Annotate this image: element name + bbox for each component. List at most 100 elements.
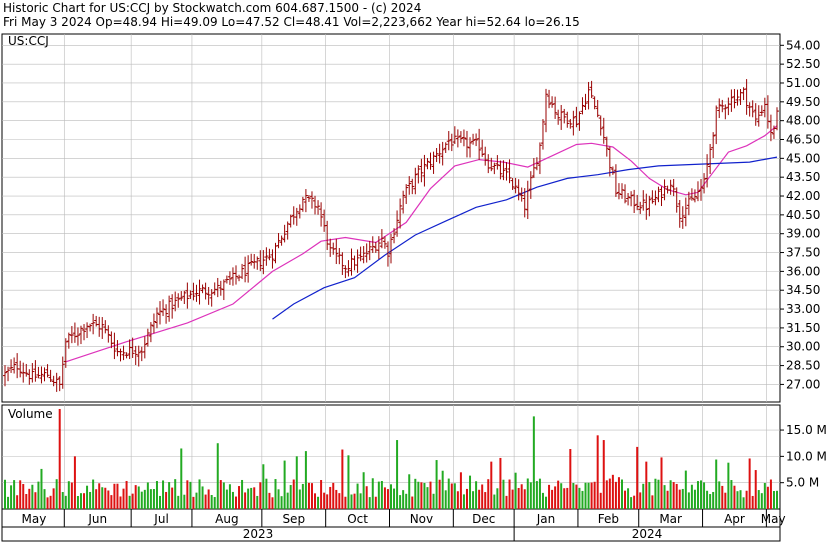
volume-bar [617,477,620,509]
volume-bar [420,482,423,509]
price-bar [626,193,631,206]
price-bar [522,188,527,218]
volume-bar [630,497,633,509]
volume-bar [280,496,283,509]
volume-bar [195,492,198,509]
price-bar [677,200,682,228]
volume-bar [134,485,137,509]
volume-bar [222,482,225,509]
volume-bar [757,490,760,509]
volume-label: Volume [8,407,53,421]
volume-bar [456,491,459,509]
price-bar [112,332,117,360]
month-label: Sep [282,512,305,526]
volume-bar [681,488,684,509]
price-bar [753,103,758,126]
volume-bar [511,489,514,509]
price-bar [370,236,375,253]
volume-tick-label: 10.0 M [786,449,827,463]
volume-bar [517,487,520,509]
price-bar [158,301,163,325]
price-bar [443,142,448,153]
price-bar [389,233,393,264]
volume-bar [380,480,383,509]
price-bar [404,184,409,205]
price-tick-label: 31.50 [786,321,820,335]
volume-bar [146,482,149,509]
volume-bar [538,478,541,509]
volume-bar [532,416,535,509]
volume-bar [335,489,338,509]
price-bar [574,106,579,128]
volume-bar [587,482,590,509]
price-bar [276,233,281,249]
volume-bar [365,486,368,509]
volume-bar [508,479,511,509]
volume-bar [219,480,222,509]
price-bar [422,154,427,187]
price-bar [632,189,637,214]
price-bar [419,158,424,183]
price-bar [130,337,135,359]
price-bar [644,193,649,220]
price-bar [613,164,618,197]
volume-bar [502,479,505,509]
volume-bar [49,495,52,509]
volume-bar [599,492,602,509]
volume-bar [165,491,168,509]
price-tick-label: 52.50 [786,57,820,71]
price-bar [267,248,272,261]
price-bar [455,129,460,148]
volume-bar [286,492,289,509]
price-bar [94,315,99,327]
price-bar [410,178,415,195]
price-bar [12,357,17,374]
price-bar [434,147,439,163]
price-bar [425,158,430,170]
volume-bar [283,460,286,509]
volume-bar [432,493,435,509]
price-bar [255,256,260,270]
price-bar [258,250,263,272]
volume-bar [678,489,681,509]
volume-bar [326,494,329,509]
volume-bar [92,479,95,509]
price-bar [285,221,290,240]
price-bar [170,294,175,319]
volume-bar [314,493,317,509]
price-bar [726,97,731,116]
price-bar [756,105,761,127]
volume-bar [356,483,359,509]
volume-bar [332,482,335,509]
price-bar [221,279,226,301]
volume-bar [4,479,6,509]
year-axis-frame [1,526,781,542]
price-bar [9,359,14,373]
volume-bar [560,483,563,509]
volume-tick-label: 15.0 M [786,423,827,437]
price-tick-label: 40.50 [786,208,820,222]
volume-bar [344,496,347,509]
volume-bar [359,493,362,509]
volume-bar [55,479,58,509]
price-bar [179,291,184,301]
volume-bar [462,494,465,509]
volume-bar [25,494,28,509]
volume-bar [435,460,438,509]
price-bar [714,105,719,145]
price-bar [24,363,29,377]
price-bar [106,325,111,343]
volume-bar [329,486,332,509]
volume-bar [505,495,508,509]
price-tick-label: 37.50 [786,246,820,260]
volume-bar [487,479,490,509]
price-bar [224,275,229,284]
price-bar [206,286,211,305]
volume-bar [426,487,429,509]
volume-bar [101,487,104,509]
month-label: Jun [87,512,107,526]
price-bar [346,260,351,277]
price-bar [671,178,676,197]
price-bar [440,141,445,166]
volume-bar [228,484,231,509]
